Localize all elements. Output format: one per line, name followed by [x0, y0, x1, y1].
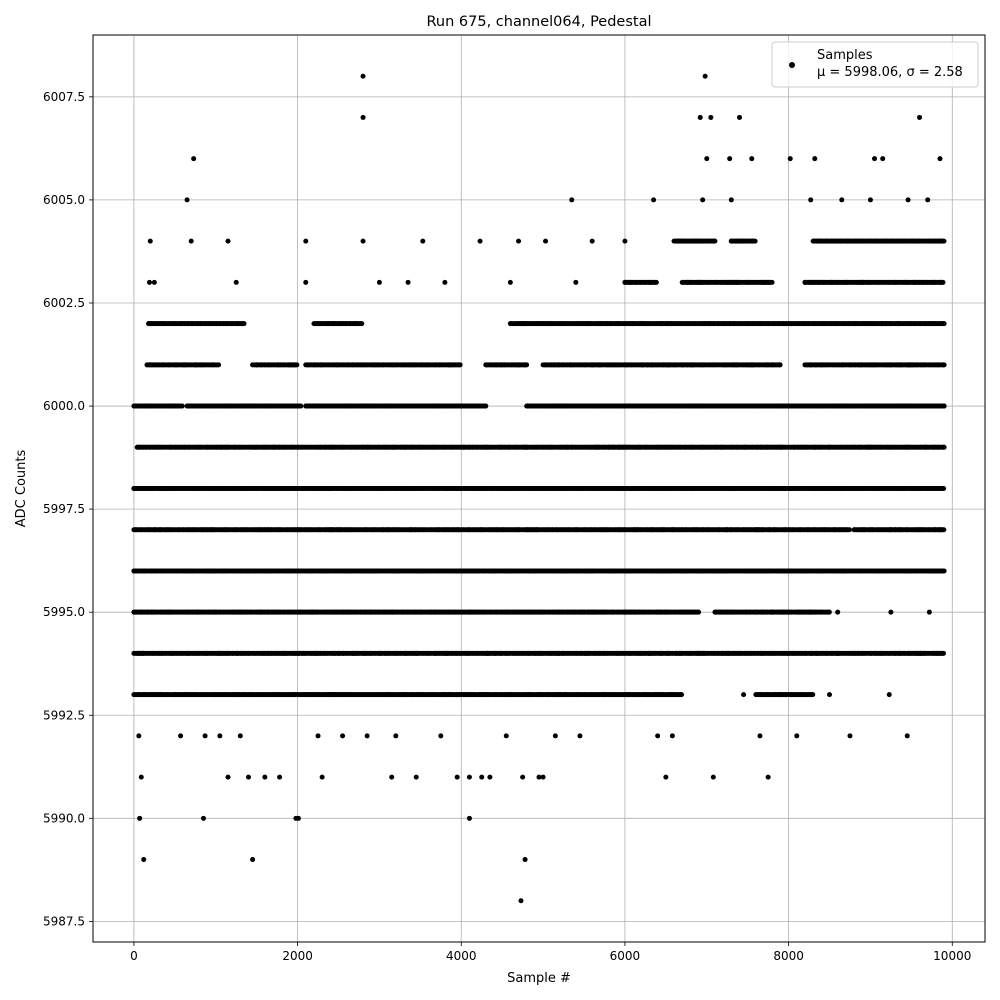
data-point: [298, 403, 304, 409]
data-point: [846, 527, 852, 533]
data-points: [131, 73, 947, 904]
data-point: [524, 362, 530, 368]
data-point: [777, 362, 783, 368]
data-point: [294, 362, 300, 368]
data-point: [483, 403, 489, 409]
data-point: [457, 362, 463, 368]
data-point: [216, 362, 222, 368]
data-point: [941, 486, 947, 491]
data-point: [179, 403, 185, 409]
